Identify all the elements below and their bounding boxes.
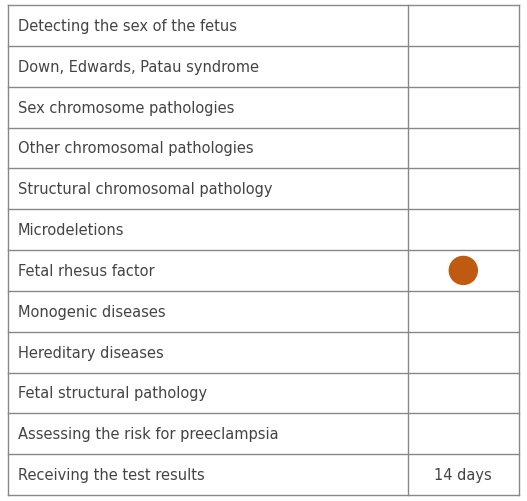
Text: Structural chromosomal pathology: Structural chromosomal pathology (18, 182, 272, 197)
Text: Fetal rhesus factor: Fetal rhesus factor (18, 264, 154, 279)
Text: Sex chromosome pathologies: Sex chromosome pathologies (18, 100, 235, 115)
Text: Fetal structural pathology: Fetal structural pathology (18, 386, 207, 401)
Text: Other chromosomal pathologies: Other chromosomal pathologies (18, 141, 253, 156)
Circle shape (450, 257, 477, 285)
Text: Monogenic diseases: Monogenic diseases (18, 304, 165, 319)
Text: Microdeletions: Microdeletions (18, 222, 124, 237)
Text: 14 days: 14 days (434, 467, 492, 482)
Text: Assessing the risk for preeclampsia: Assessing the risk for preeclampsia (18, 426, 279, 441)
Text: Hereditary diseases: Hereditary diseases (18, 345, 164, 360)
Text: Receiving the test results: Receiving the test results (18, 467, 205, 482)
Text: Down, Edwards, Patau syndrome: Down, Edwards, Patau syndrome (18, 60, 259, 75)
Text: Detecting the sex of the fetus: Detecting the sex of the fetus (18, 19, 237, 34)
